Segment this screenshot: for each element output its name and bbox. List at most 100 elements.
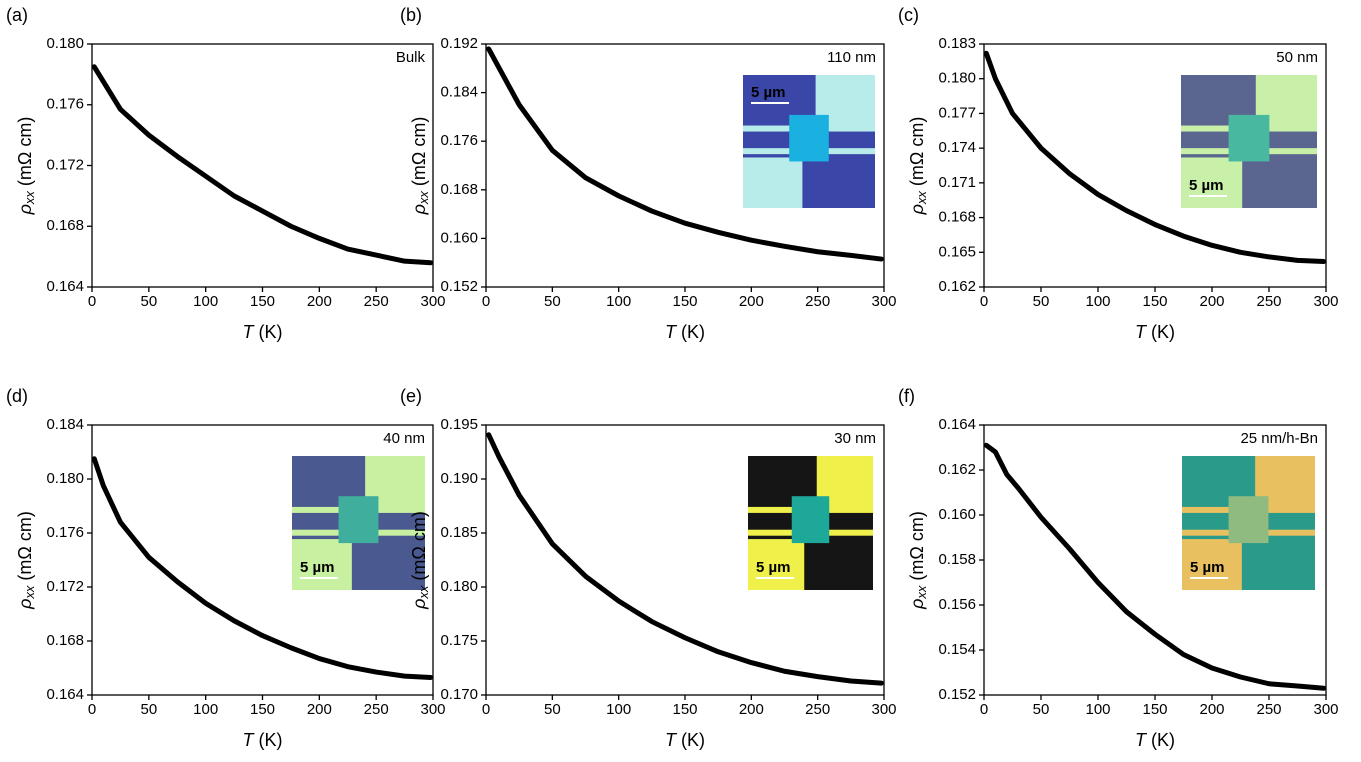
y-tick-label: 0.168 [440, 181, 478, 198]
inset-image: 5 µm [743, 75, 875, 208]
panel-label: (a) [6, 5, 28, 25]
y-tick-label: 0.176 [46, 524, 84, 541]
y-tick-label: 0.168 [938, 209, 976, 226]
panel-label: (e) [400, 386, 422, 406]
y-tick-label: 0.156 [938, 596, 976, 613]
inset-scale-label: 5 µm [751, 84, 786, 101]
x-tick-label: 0 [482, 701, 490, 718]
inset-flake [338, 496, 379, 544]
x-axis-label: T (K) [243, 730, 283, 750]
x-tick-label: 100 [606, 701, 631, 718]
x-label-symbol: T [1135, 730, 1148, 750]
x-label-symbol: T [1135, 322, 1148, 342]
inset-image: 5 µm [1181, 75, 1317, 208]
y-label-unit: (mΩ cm) [409, 117, 429, 186]
y-tick-label: 0.177 [938, 104, 976, 121]
inset-scale-label: 5 µm [300, 559, 335, 576]
y-tick-label: 0.176 [440, 132, 478, 149]
inset-pad [748, 539, 805, 590]
panel-label: (d) [6, 386, 28, 406]
panel-label: (c) [898, 5, 919, 25]
x-tick-label: 300 [420, 293, 445, 310]
y-axis-label: ρxx (mΩ cm) [907, 511, 930, 610]
x-axis-label: T (K) [665, 730, 705, 750]
x-tick-label: 150 [1142, 701, 1167, 718]
x-label-unit: (K) [259, 322, 283, 342]
y-tick-label: 0.190 [440, 470, 478, 487]
y-axis-label: ρxx (mΩ cm) [15, 511, 38, 610]
x-tick-label: 0 [88, 293, 96, 310]
y-tick-label: 0.164 [46, 686, 84, 703]
y-tick-label: 0.171 [938, 174, 976, 191]
x-tick-label: 200 [307, 701, 332, 718]
x-tick-label: 150 [250, 701, 275, 718]
y-tick-label: 0.152 [938, 686, 976, 703]
x-label-unit: (K) [1151, 322, 1175, 342]
y-tick-label: 0.164 [938, 416, 976, 433]
x-tick-label: 100 [606, 293, 631, 310]
x-tick-label: 200 [1199, 701, 1224, 718]
y-tick-label: 0.183 [938, 35, 976, 52]
x-tick-label: 100 [193, 701, 218, 718]
inset-pad [743, 157, 803, 208]
x-tick-label: 150 [250, 293, 275, 310]
x-label-unit: (K) [1151, 730, 1175, 750]
y-tick-label: 0.162 [938, 278, 976, 295]
y-label-unit: (mΩ cm) [409, 511, 429, 580]
y-tick-label: 0.168 [46, 217, 84, 234]
y-tick-label: 0.165 [938, 243, 976, 260]
sample-annotation: 40 nm [383, 430, 425, 447]
y-tick-label: 0.175 [440, 632, 478, 649]
x-tick-label: 0 [980, 293, 988, 310]
x-label-unit: (K) [681, 730, 705, 750]
x-tick-label: 150 [1142, 293, 1167, 310]
data-line [983, 50, 1327, 265]
y-label-symbol: ρ [409, 204, 429, 215]
x-axis-label: T (K) [665, 322, 705, 342]
x-tick-label: 300 [871, 293, 896, 310]
y-tick-label: 0.152 [440, 278, 478, 295]
y-label-subscript: xx [914, 585, 929, 600]
x-axis-label: T (K) [1135, 322, 1175, 342]
x-label-unit: (K) [259, 730, 283, 750]
x-tick-label: 250 [364, 701, 389, 718]
inset-flake [791, 496, 830, 544]
x-label-symbol: T [243, 730, 256, 750]
sample-annotation: 50 nm [1276, 49, 1318, 66]
inset-scale-label: 5 µm [1190, 559, 1225, 576]
x-tick-label: 50 [1033, 293, 1050, 310]
y-label-symbol: ρ [409, 599, 429, 610]
x-tick-label: 250 [805, 701, 830, 718]
y-label-symbol: ρ [15, 599, 35, 610]
y-label-symbol: ρ [907, 204, 927, 215]
inset-scale-label: 5 µm [756, 559, 791, 576]
x-tick-label: 50 [544, 701, 561, 718]
x-tick-label: 150 [672, 293, 697, 310]
y-tick-label: 0.168 [46, 632, 84, 649]
y-label-subscript: xx [914, 191, 929, 206]
inset-scale-label: 5 µm [1189, 177, 1224, 194]
y-label-subscript: xx [22, 585, 37, 600]
x-tick-label: 250 [1256, 293, 1281, 310]
x-tick-label: 0 [482, 293, 490, 310]
y-tick-label: 0.180 [46, 35, 84, 52]
y-tick-label: 0.195 [440, 416, 478, 433]
y-tick-label: 0.180 [46, 470, 84, 487]
y-label-symbol: ρ [907, 599, 927, 610]
y-tick-label: 0.184 [46, 416, 84, 433]
y-label-unit: (mΩ cm) [15, 117, 35, 186]
y-tick-label: 0.162 [938, 461, 976, 478]
y-tick-label: 0.192 [440, 35, 478, 52]
y-axis-label: ρxx (mΩ cm) [15, 117, 38, 216]
y-tick-label: 0.185 [440, 524, 478, 541]
inset-flake [789, 114, 829, 162]
y-tick-label: 0.172 [46, 156, 84, 173]
y-label-subscript: xx [416, 585, 431, 600]
y-label-unit: (mΩ cm) [907, 511, 927, 580]
y-label-subscript: xx [416, 191, 431, 206]
x-label-symbol: T [665, 322, 678, 342]
y-tick-label: 0.184 [440, 84, 478, 101]
y-tick-label: 0.158 [938, 551, 976, 568]
inset-pad [1181, 157, 1243, 208]
